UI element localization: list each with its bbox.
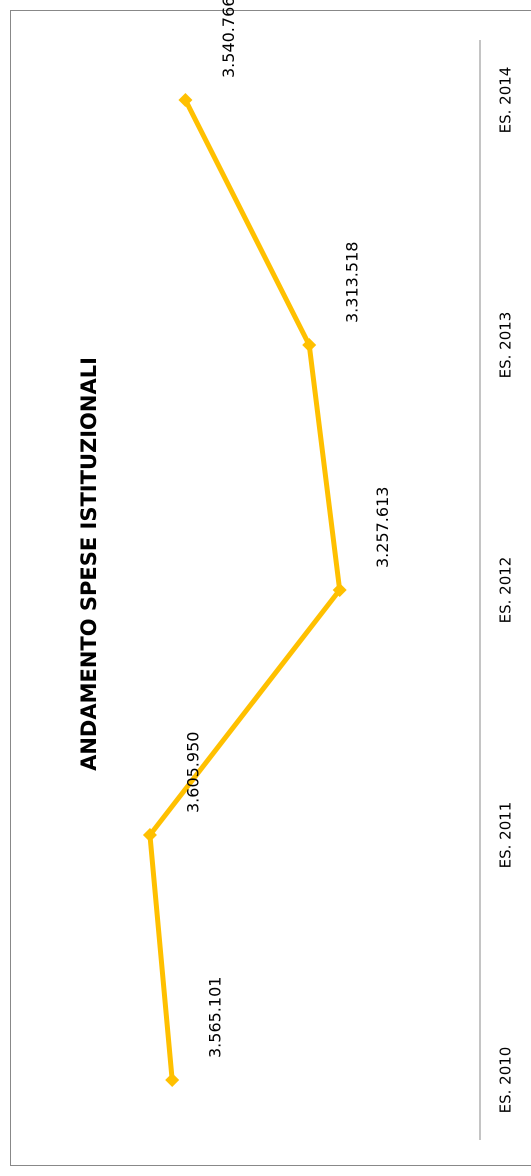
chart-border bbox=[10, 10, 531, 1166]
x-tick-label: ES. 2014 bbox=[497, 67, 515, 134]
rotated-plot: ANDAMENTO SPESE ISTITUZIONALI ES. 2010 ES… bbox=[77, 0, 515, 1140]
point-marker bbox=[142, 828, 157, 842]
x-tick-label: ES. 2010 bbox=[497, 1047, 515, 1114]
x-tick-label: ES. 2013 bbox=[497, 312, 515, 379]
point-marker bbox=[165, 1073, 180, 1087]
data-label: 3.257.613 bbox=[373, 487, 392, 568]
point-marker bbox=[302, 338, 317, 352]
x-tick-label: ES. 2011 bbox=[497, 802, 515, 869]
point-marker bbox=[178, 93, 193, 107]
data-label: 3.540.766 bbox=[219, 0, 238, 78]
point-marker bbox=[332, 583, 347, 597]
data-label: 3.313.518 bbox=[343, 242, 362, 323]
data-label: 3.605.950 bbox=[183, 732, 202, 813]
x-tick-label: ES. 2012 bbox=[497, 557, 515, 624]
data-label: 3.565.101 bbox=[206, 977, 225, 1058]
chart-title: ANDAMENTO SPESE ISTITUZIONALI bbox=[77, 357, 101, 771]
